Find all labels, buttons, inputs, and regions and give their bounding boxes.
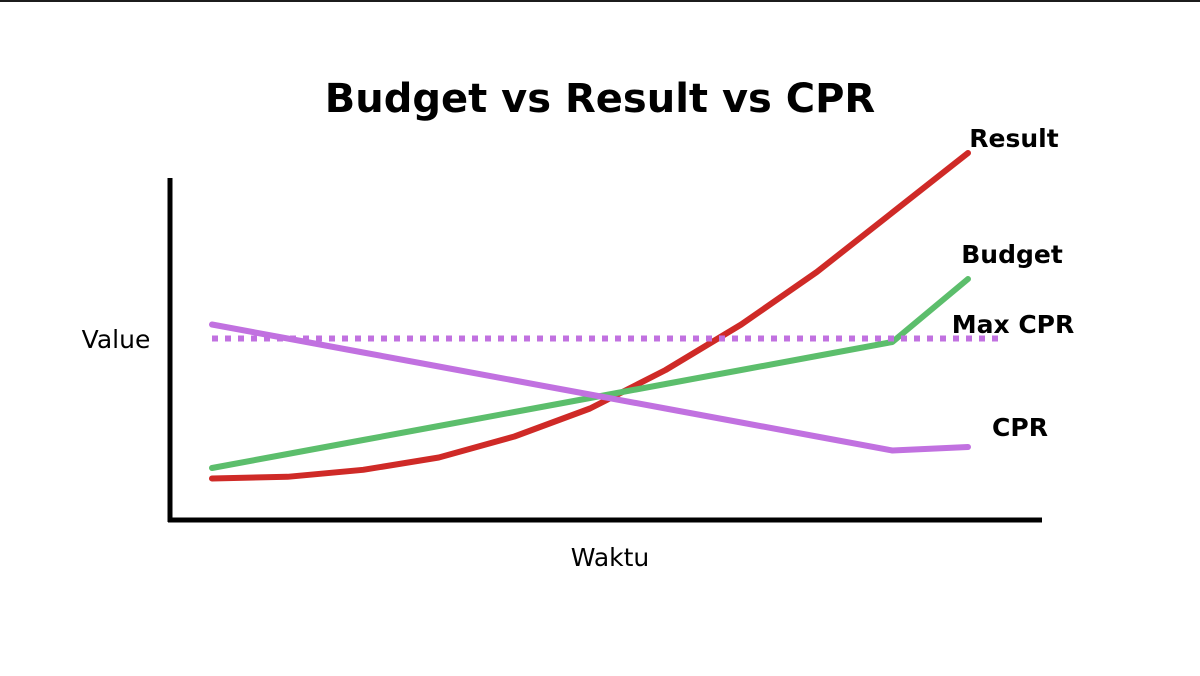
y-axis-label: Value: [82, 325, 151, 354]
series-label-max-cpr: Max CPR: [952, 310, 1075, 339]
series-label-budget: Budget: [961, 240, 1063, 269]
series-layer: [209, 150, 1000, 482]
top-divider: [0, 0, 1200, 2]
x-axis-label: Waktu: [571, 543, 650, 572]
series-line-cpr: [209, 321, 971, 454]
chart-title: Budget vs Result vs CPR: [325, 76, 875, 122]
series-line-result: [209, 150, 971, 482]
series-label-cpr: CPR: [992, 413, 1048, 442]
series-label-result: Result: [969, 124, 1058, 153]
series-line-budget: [209, 276, 971, 471]
